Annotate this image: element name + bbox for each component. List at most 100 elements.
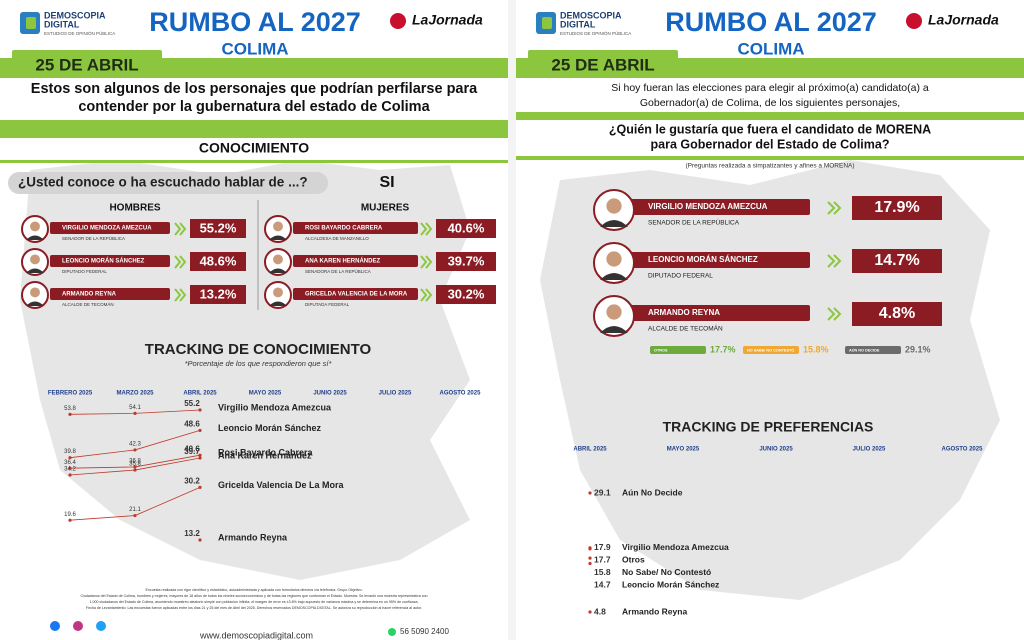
trend-value: 54.1	[129, 405, 141, 411]
series-name: Aún No Decide	[622, 487, 683, 497]
phone-icon	[388, 628, 396, 636]
person-name: ROSI BAYARDO CABRERA	[305, 226, 383, 232]
person-role: DIPUTADO FEDERAL	[648, 273, 713, 280]
trend-point	[68, 412, 72, 416]
intro: contender por la gubernatura del estado …	[78, 99, 430, 115]
value-box	[852, 196, 942, 220]
person-role: DIPUTADO FEDERAL	[62, 269, 107, 274]
section-underline	[516, 156, 1024, 160]
social-icon	[50, 621, 60, 631]
person-name: ANA KAREN HERNÁNDEZ	[305, 258, 380, 265]
person-role: SENADORA DE LA REPÚBLICA	[305, 268, 371, 274]
chevron	[174, 288, 187, 302]
footer-note: 1,000 ciudadanos del Estado de Colima, a…	[90, 600, 419, 604]
month-label: MAYO 2025	[249, 391, 282, 397]
logo-icon-inner	[26, 17, 36, 29]
other-pill	[743, 346, 799, 354]
avatar-body	[600, 220, 628, 227]
group-label: MUJERES	[361, 203, 410, 214]
avatar-head	[273, 254, 283, 265]
trend-value: 36.8	[129, 459, 141, 465]
value-box	[852, 249, 942, 273]
series-name: Armando Reyna	[218, 532, 288, 542]
chevron	[420, 255, 433, 269]
person-name: VIRGILIO MENDOZA AMEZCUA	[648, 202, 768, 211]
value-box	[190, 285, 246, 304]
trend-value: 17.9	[594, 542, 611, 552]
series-name: No Sabe/ No Contestó	[622, 567, 711, 577]
avatar-head	[273, 287, 283, 298]
name-bar	[293, 222, 418, 234]
section-underline	[0, 160, 508, 163]
trend-point	[133, 468, 137, 472]
trend-point	[133, 448, 137, 452]
footer-note: Encuesta realizada con rigor científico …	[146, 588, 363, 592]
footer-web: www.demoscopiadigital.com	[199, 630, 313, 640]
month-label: MAYO 2025	[667, 447, 700, 453]
question: ¿Quién le gustaría que fuera el candidat…	[609, 122, 931, 136]
trend-point	[588, 491, 592, 495]
date: 25 DE ABRIL	[551, 55, 654, 74]
trend-value: 13.2	[184, 529, 200, 538]
answer: SI	[379, 174, 394, 191]
intro: Gobernador(a) de Colima, de los siguient…	[640, 97, 900, 109]
series-name: Ana Karen Hernández	[218, 450, 312, 460]
brand-name: DIGITAL	[560, 19, 596, 29]
brand-tagline: ESTUDIOS DE OPINIÓN PÚBLICA	[560, 30, 631, 36]
intro: Estos son algunos de los personajes que …	[31, 81, 478, 97]
trend-value: 21.1	[129, 507, 141, 513]
trend-value: 36.4	[64, 460, 76, 466]
trend-value: 19.6	[64, 512, 76, 518]
trend-point	[198, 456, 202, 460]
footer-note: Fecha de Levantamiento: Las encuestas fu…	[86, 606, 422, 610]
name-bar	[293, 288, 418, 300]
trend-value: 39.8	[64, 449, 76, 455]
trend-value: 34.2	[64, 467, 76, 473]
name-bar	[293, 255, 418, 267]
avatar-body	[25, 301, 45, 307]
month-label: AGOSTO 2025	[440, 391, 482, 397]
other-label: OTROS	[654, 349, 668, 353]
trend-point	[588, 561, 592, 566]
person-value: 13.2%	[200, 286, 237, 301]
trend-point	[198, 485, 202, 489]
chevron	[827, 254, 842, 268]
month-label: ABRIL 2025	[183, 391, 217, 397]
trend-point	[198, 538, 202, 542]
trend-value: 30.2	[184, 476, 200, 485]
trend-value: 17.7	[594, 555, 611, 565]
name-bar	[50, 288, 170, 300]
question: ¿Usted conoce o ha escuchado hablar de .…	[18, 175, 308, 190]
person-name: LEONCIO MORÁN SÁNCHEZ	[648, 255, 758, 264]
state: COLIMA	[221, 39, 288, 58]
name-bar	[630, 252, 810, 268]
avatar-body	[268, 301, 288, 307]
other-label: NO SABE/ NO CONTESTÓ	[747, 348, 794, 353]
trend-value: 40.6	[184, 444, 200, 453]
avatar-head	[606, 198, 622, 214]
tracking-title: TRACKING DE CONOCIMIENTO	[145, 341, 372, 358]
person-value: 40.6%	[448, 220, 485, 235]
avatar-head	[606, 304, 622, 320]
trend-point	[68, 518, 72, 522]
trend-value: 48.6	[184, 420, 200, 429]
trend-point	[68, 466, 72, 470]
person-role: ALCALDESA DE MANZANILLO	[305, 236, 369, 241]
month-label: JULIO 2025	[379, 391, 412, 397]
title: RUMBO AL 2027	[149, 7, 361, 37]
value-box	[436, 219, 496, 238]
series-name: Virgilio Mendoza Amezcua	[622, 542, 729, 552]
social-icon	[73, 621, 83, 631]
trend-point	[133, 411, 137, 416]
trend-value: 29.1	[594, 487, 611, 497]
trend-point	[588, 556, 592, 560]
trend-point	[133, 465, 137, 469]
avatar-body	[268, 268, 288, 274]
month-label: ABRIL 2025	[573, 447, 607, 453]
other-pill	[845, 346, 901, 354]
person-name: VIRGILIO MENDOZA AMEZCUA	[62, 226, 152, 232]
person-role: ALCALDE DE TECOMÁN	[648, 324, 723, 333]
avatar-head	[30, 254, 40, 265]
